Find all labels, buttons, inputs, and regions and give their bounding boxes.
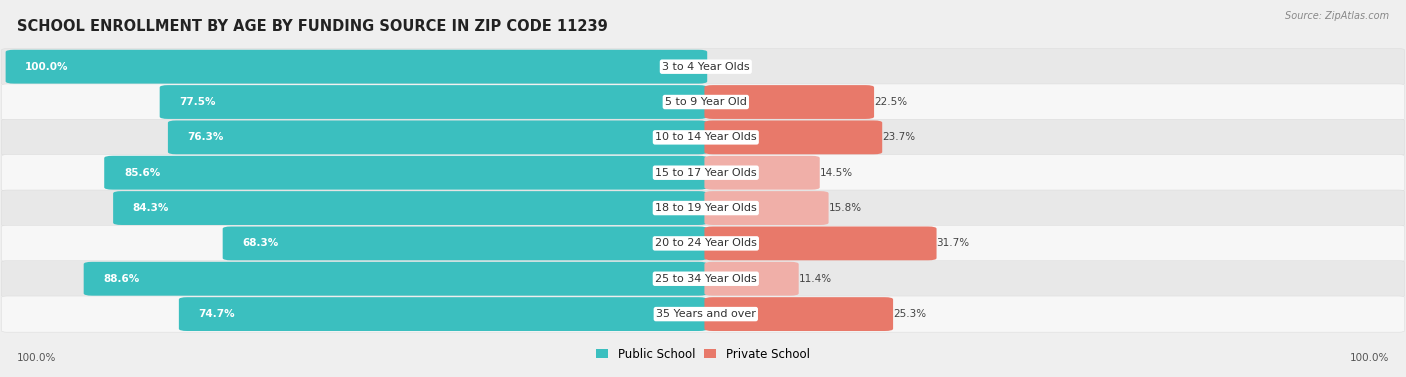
Text: 14.5%: 14.5% xyxy=(820,168,853,178)
Text: 84.3%: 84.3% xyxy=(132,203,169,213)
Text: 74.7%: 74.7% xyxy=(198,309,235,319)
Text: 85.6%: 85.6% xyxy=(124,168,160,178)
Text: 22.5%: 22.5% xyxy=(875,97,907,107)
Text: 11.4%: 11.4% xyxy=(799,274,832,284)
Text: 15.8%: 15.8% xyxy=(828,203,862,213)
Text: 100.0%: 100.0% xyxy=(25,62,69,72)
Text: 18 to 19 Year Olds: 18 to 19 Year Olds xyxy=(655,203,756,213)
Text: 76.3%: 76.3% xyxy=(187,132,224,143)
Text: 3 to 4 Year Olds: 3 to 4 Year Olds xyxy=(662,62,749,72)
Text: 88.6%: 88.6% xyxy=(104,274,139,284)
Text: 35 Years and over: 35 Years and over xyxy=(655,309,756,319)
Text: 31.7%: 31.7% xyxy=(936,238,970,248)
Text: 5 to 9 Year Old: 5 to 9 Year Old xyxy=(665,97,747,107)
Text: 23.7%: 23.7% xyxy=(882,132,915,143)
Text: 100.0%: 100.0% xyxy=(17,353,56,363)
Text: SCHOOL ENROLLMENT BY AGE BY FUNDING SOURCE IN ZIP CODE 11239: SCHOOL ENROLLMENT BY AGE BY FUNDING SOUR… xyxy=(17,19,607,34)
Text: Source: ZipAtlas.com: Source: ZipAtlas.com xyxy=(1285,11,1389,21)
Text: 25 to 34 Year Olds: 25 to 34 Year Olds xyxy=(655,274,756,284)
Legend: Public School, Private School: Public School, Private School xyxy=(596,348,810,361)
Text: 77.5%: 77.5% xyxy=(180,97,217,107)
Text: 25.3%: 25.3% xyxy=(893,309,927,319)
Text: 20 to 24 Year Olds: 20 to 24 Year Olds xyxy=(655,238,756,248)
Text: 0.0%: 0.0% xyxy=(721,62,748,72)
Text: 15 to 17 Year Olds: 15 to 17 Year Olds xyxy=(655,168,756,178)
Text: 68.3%: 68.3% xyxy=(242,238,278,248)
Text: 10 to 14 Year Olds: 10 to 14 Year Olds xyxy=(655,132,756,143)
Text: 100.0%: 100.0% xyxy=(1350,353,1389,363)
